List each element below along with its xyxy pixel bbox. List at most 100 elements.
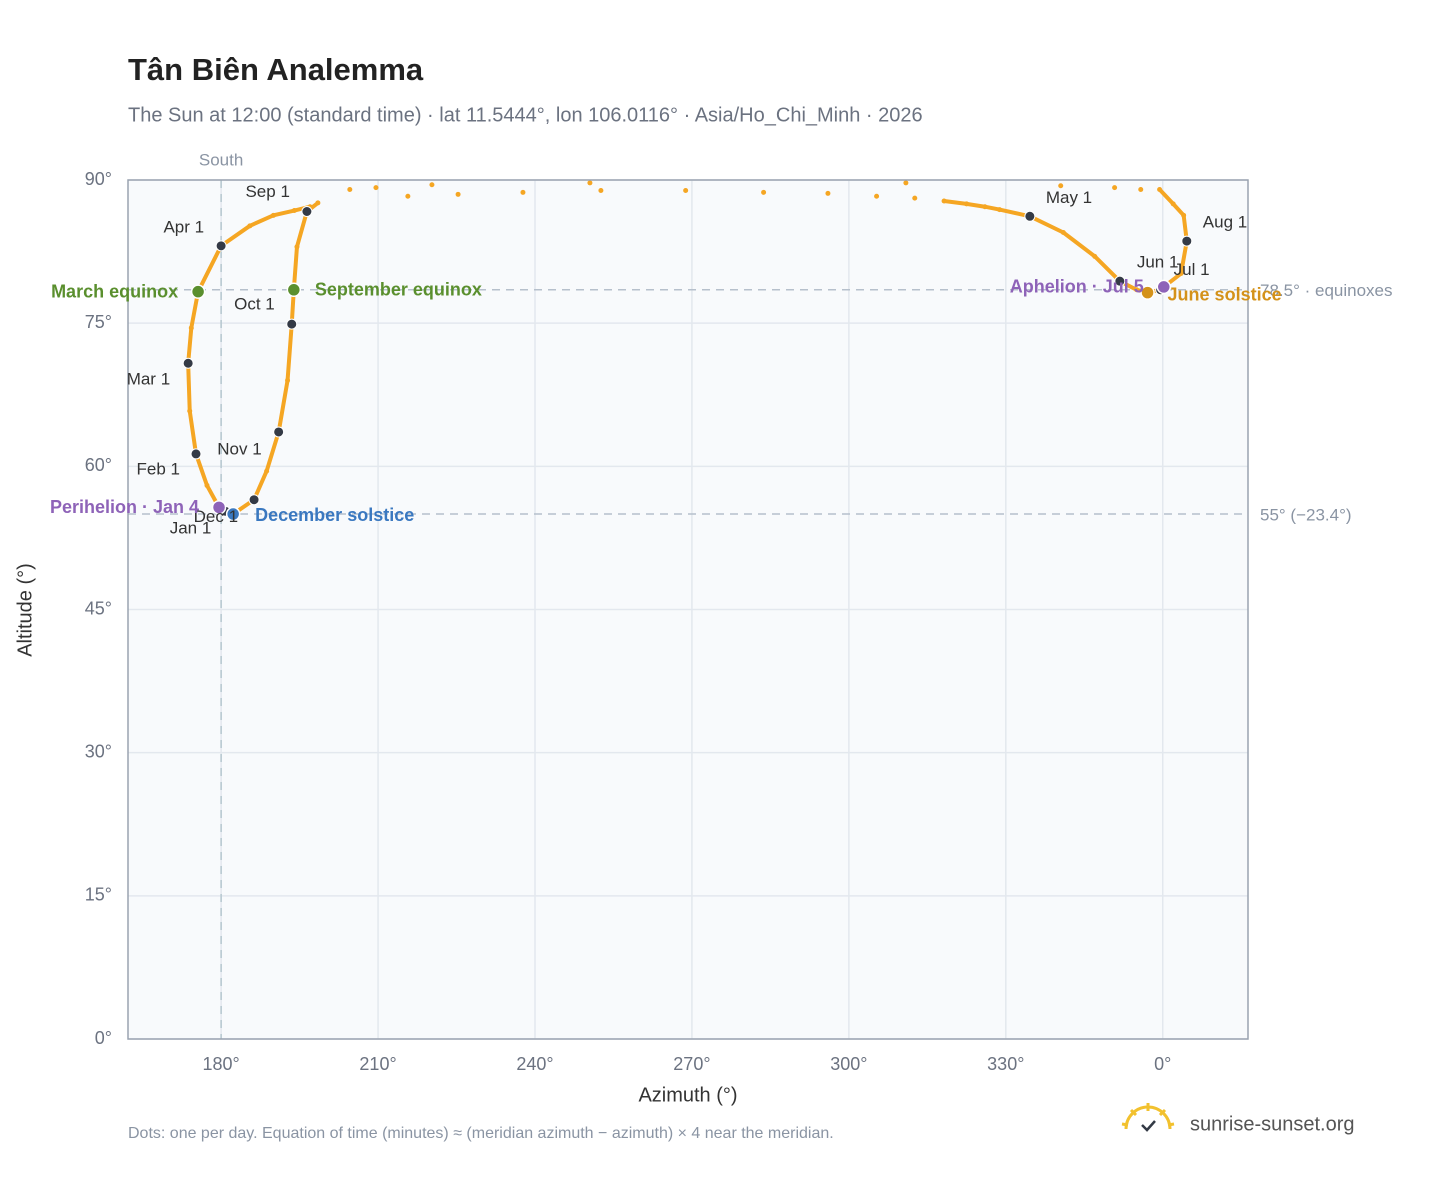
y-tick-label: 45°: [85, 598, 112, 618]
month-marker: [215, 240, 227, 252]
daily-dot: [982, 204, 988, 210]
event-marker: [211, 500, 227, 515]
y-tick-label: 15°: [85, 885, 112, 905]
footnote: Dots: one per day. Equation of time (min…: [128, 1125, 834, 1142]
daily-dot: [1112, 185, 1118, 191]
month-label: Feb 1: [137, 459, 180, 478]
daily-dot: [347, 187, 353, 193]
daily-dot: [964, 201, 970, 207]
chart-title: Tân Biên Analemma: [128, 52, 424, 87]
event-label: Perihelion · Jan 4: [50, 497, 199, 517]
daily-dot: [520, 189, 526, 195]
daily-dot: [825, 190, 831, 196]
daily-dot: [941, 198, 947, 204]
reference-label: 78.5° · equinoxes: [1260, 281, 1393, 300]
event-marker: [190, 284, 206, 299]
daily-dot: [455, 191, 461, 197]
plot-frame: [127, 179, 1249, 1040]
daily-dot: [587, 180, 593, 186]
month-label: Mar 1: [127, 370, 170, 389]
event-marker: [1140, 285, 1155, 300]
brand-logo: [1121, 1103, 1175, 1132]
event-label: December solstice: [255, 505, 414, 525]
x-tick-label: 240°: [516, 1054, 553, 1074]
daily-dot: [1092, 253, 1098, 259]
daily-dot: [903, 180, 909, 186]
x-tick-label: 180°: [202, 1054, 239, 1074]
month-label: Jun 1: [1137, 253, 1179, 272]
x-tick-label: 0°: [1154, 1054, 1171, 1074]
y-tick-label: 30°: [85, 741, 112, 761]
month-label: Apr 1: [163, 217, 204, 236]
x-tick-label: 330°: [987, 1054, 1024, 1074]
month-marker: [286, 318, 298, 330]
event-marker: [225, 506, 241, 522]
month-label: Dec 1: [194, 507, 238, 526]
event-label: September equinox: [315, 280, 482, 300]
daily-dot: [270, 212, 276, 218]
daily-dot: [204, 482, 210, 488]
daily-dot: [1060, 229, 1066, 235]
month-marker: [1181, 235, 1193, 247]
reference-lines: [128, 180, 1248, 1039]
daily-dot: [1170, 201, 1176, 207]
daily-dot: [429, 182, 435, 188]
month-marker: [248, 494, 260, 506]
daily-dot: [874, 193, 880, 199]
month-label: May 1: [1046, 188, 1092, 207]
month-label: Jul 1: [1174, 260, 1210, 279]
daily-dot: [1058, 183, 1064, 189]
x-tick-label: 210°: [359, 1054, 396, 1074]
daily-dot: [291, 208, 297, 214]
month-marker: [182, 357, 194, 369]
daily-dot: [315, 200, 321, 206]
y-tick-label: 0°: [95, 1028, 112, 1048]
month-marker: [1024, 210, 1036, 222]
daily-dot: [912, 195, 918, 201]
chart-subtitle: The Sun at 12:00 (standard time) · lat 1…: [128, 104, 923, 126]
daily-dot: [188, 325, 194, 331]
daily-dot: [683, 187, 689, 193]
reference-label: 55° (−23.4°): [1260, 506, 1352, 525]
daily-dot: [1138, 187, 1144, 193]
month-label: Jan 1: [170, 519, 212, 538]
month-marker: [190, 448, 202, 460]
reference-label: South: [199, 150, 243, 169]
daily-dot: [761, 189, 767, 195]
daily-dot: [405, 193, 411, 199]
event-marker: [286, 282, 302, 298]
event-label: June solstice: [1168, 284, 1282, 304]
brand-name: sunrise-sunset.org: [1190, 1113, 1355, 1135]
event-label: Aphelion · Jul 5: [1010, 277, 1144, 297]
daily-dot: [294, 244, 300, 250]
daily-dot: [1181, 212, 1187, 218]
daily-dot: [1157, 187, 1163, 193]
month-marker: [1114, 275, 1126, 287]
daily-dot: [598, 187, 604, 193]
daily-dot: [264, 468, 270, 474]
event-label: March equinox: [51, 281, 178, 301]
y-tick-label: 60°: [85, 455, 112, 475]
marks: [182, 180, 1193, 522]
event-marker: [1156, 279, 1172, 295]
y-tick-label: 75°: [85, 312, 112, 332]
daily-dot: [285, 377, 291, 383]
month-marker: [301, 205, 313, 217]
daily-dot: [1178, 271, 1184, 277]
month-marker: [273, 426, 285, 438]
x-tick-label: 270°: [673, 1054, 710, 1074]
daily-dot: [247, 223, 253, 229]
daily-dot: [997, 207, 1003, 213]
month-label: Aug 1: [1203, 213, 1247, 232]
month-label: Nov 1: [217, 439, 261, 458]
y-axis-label: Altitude (°): [14, 563, 36, 657]
month-label: Sep 1: [245, 182, 289, 201]
month-label: Oct 1: [234, 295, 275, 314]
x-tick-label: 300°: [830, 1054, 867, 1074]
daily-dot: [187, 408, 193, 414]
daily-dot: [1134, 287, 1140, 293]
y-tick-label: 90°: [85, 169, 112, 189]
x-axis-label: Azimuth (°): [638, 1084, 737, 1106]
